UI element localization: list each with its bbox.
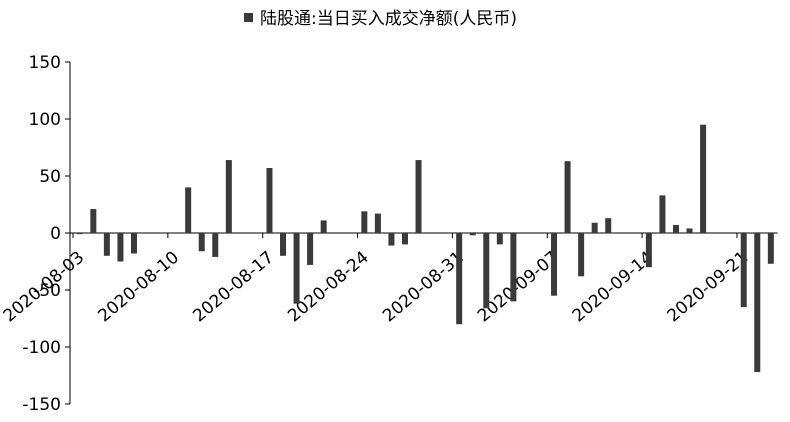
y-tick-label: 150	[29, 53, 61, 73]
x-tick-label: 2020-08-10	[95, 248, 184, 327]
bar	[320, 220, 327, 233]
bar	[551, 233, 558, 296]
bar	[280, 233, 287, 256]
y-tick-label: 50	[39, 167, 61, 187]
legend-swatch	[244, 13, 253, 22]
x-tick-label: 2020-09-21	[664, 248, 753, 327]
y-tick-label: -100	[22, 338, 61, 358]
bar	[374, 213, 381, 233]
bar	[686, 228, 693, 233]
bar	[700, 124, 707, 233]
x-tick-label: 2020-08-03	[0, 248, 88, 327]
bar	[564, 161, 571, 233]
bar	[212, 233, 219, 257]
bar	[672, 225, 679, 233]
bar	[767, 233, 774, 264]
x-tick-label: 2020-08-17	[189, 248, 278, 327]
bar	[740, 233, 747, 308]
bar	[185, 187, 192, 233]
bar	[605, 218, 612, 233]
bar	[591, 222, 598, 233]
bar	[510, 233, 517, 302]
bar	[496, 233, 503, 245]
bar	[307, 233, 314, 265]
bar	[578, 233, 585, 277]
bar	[117, 233, 124, 262]
bar	[388, 233, 395, 246]
y-tick-label: -150	[22, 395, 61, 415]
y-tick-label: -50	[33, 281, 61, 301]
bar	[198, 233, 205, 252]
bar	[415, 160, 422, 233]
bar	[483, 233, 490, 309]
x-tick-label: 2020-08-31	[379, 248, 468, 327]
bar	[103, 233, 110, 256]
bar	[659, 195, 666, 233]
bar	[76, 233, 83, 235]
bar	[130, 233, 137, 254]
bar	[754, 233, 761, 373]
bar	[266, 168, 273, 233]
bar	[456, 233, 463, 325]
bar	[225, 160, 232, 233]
bar	[293, 233, 300, 304]
bar	[469, 233, 476, 236]
bar	[645, 233, 652, 268]
legend-label: 陆股通:当日买入成交净额(人民币)	[260, 9, 517, 29]
bar	[361, 211, 368, 233]
bar	[90, 209, 97, 233]
bar	[401, 233, 408, 245]
y-tick-label: 100	[29, 110, 61, 130]
y-tick-label: 0	[50, 224, 61, 244]
